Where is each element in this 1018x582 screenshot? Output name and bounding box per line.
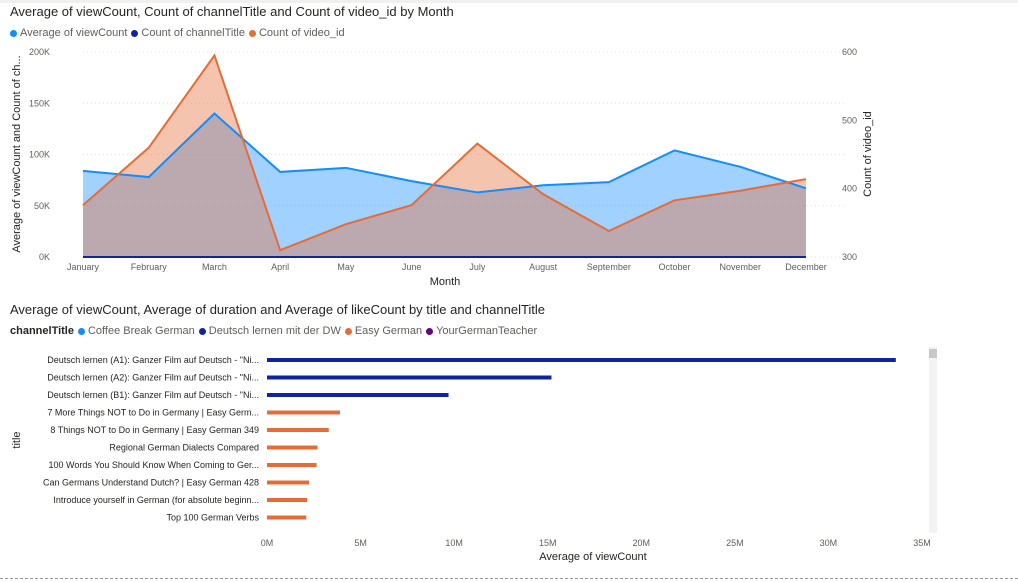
- top-divider: [0, 0, 1018, 3]
- legend-marker-icon: [10, 29, 17, 37]
- x-tick-label: December: [785, 262, 827, 272]
- bar-chart-legend-item-coffee-break-german[interactable]: Coffee Break German: [77, 325, 195, 337]
- legend-label: Coffee Break German: [87, 325, 195, 337]
- legend-marker-icon: [198, 327, 206, 335]
- x-tick-label: 35M: [913, 538, 931, 548]
- bar[interactable]: [267, 498, 308, 502]
- x-tick-label: 10M: [445, 538, 463, 548]
- legend-marker-icon: [426, 327, 434, 335]
- bar-chart-legend-item-deutsch-lernen-mit-der-dw[interactable]: Deutsch lernen mit der DW: [198, 325, 341, 337]
- x-tick-label: November: [720, 262, 762, 272]
- bar-chart-title: Average of viewCount, Average of duratio…: [10, 302, 546, 317]
- legend-label: Deutsch lernen mit der DW: [208, 325, 341, 337]
- y-tick-label: 200K: [29, 47, 50, 57]
- x-tick-label: 0M: [261, 538, 274, 548]
- x-tick-label: January: [67, 262, 100, 272]
- x-tick-label: October: [659, 262, 691, 272]
- x-tick-label: 15M: [539, 538, 557, 548]
- line-average-of-viewcount[interactable]: [82, 112, 807, 194]
- bar[interactable]: [267, 428, 329, 432]
- legend-marker-icon: [131, 29, 139, 37]
- bar[interactable]: [267, 445, 318, 450]
- y2-tick-label: 500: [842, 115, 857, 125]
- area-average-of-viewcount: [83, 113, 806, 257]
- bar-category-label: Introduce yourself in German (for absolu…: [53, 495, 259, 505]
- y-tick-label: 150K: [29, 98, 50, 108]
- x-tick-label: July: [469, 262, 486, 272]
- bar[interactable]: [267, 463, 317, 467]
- legend-label: Average of viewCount: [20, 27, 128, 39]
- y-tick-label: 50K: [34, 201, 50, 211]
- legend-marker-icon: [344, 327, 352, 335]
- bar-chart-scrollbar-thumb[interactable]: [929, 349, 937, 358]
- bar[interactable]: [267, 480, 310, 485]
- bar[interactable]: [267, 410, 340, 415]
- x-tick-label: May: [337, 262, 355, 272]
- bar[interactable]: [267, 393, 449, 397]
- line-chart-legend: Average of viewCount Count of channelTitl…: [10, 27, 349, 39]
- legend-label: Count of channelTitle: [141, 27, 245, 39]
- x-tick-label: 25M: [726, 538, 744, 548]
- bar-chart: Deutsch lernen (A1): Ganzer Film auf Deu…: [11, 355, 931, 563]
- legend-label: Easy German: [354, 325, 423, 337]
- area-count-of-video-id: [83, 55, 806, 257]
- bar-category-label: 7 More Things NOT to Do in Germany | Eas…: [47, 408, 259, 418]
- x-tick-label: June: [402, 262, 422, 272]
- y2-tick-label: 400: [842, 184, 857, 194]
- y-axis-title: title: [11, 431, 23, 448]
- x-tick-label: 20M: [633, 538, 651, 548]
- x-tick-label: 30M: [820, 538, 838, 548]
- bar[interactable]: [267, 515, 307, 520]
- bar-chart-scrollbar[interactable]: [929, 347, 937, 533]
- y2-tick-label: 300: [842, 252, 857, 262]
- bar-category-label: Top 100 German Verbs: [166, 513, 259, 523]
- x-tick-label: February: [131, 262, 168, 272]
- bar-chart-legend: channelTitle Coffee Break German Deutsch l…: [10, 325, 541, 337]
- bar-category-label: 100 Words You Should Know When Coming to…: [49, 460, 259, 470]
- y2-axis-title: Count of video_id: [862, 111, 874, 197]
- bar-category-label: Can Germans Understand Dutch? | Easy Ger…: [43, 478, 259, 488]
- legend-label: YourGermanTeacher: [436, 325, 538, 337]
- x-tick-label: April: [271, 262, 289, 272]
- bar-category-label: Deutsch lernen (A2): Ganzer Film auf Deu…: [47, 373, 259, 383]
- line-chart: 0K 50K 100K 150K 200K 300 400 500 600 January Febr…: [11, 47, 874, 288]
- bar[interactable]: [267, 375, 552, 380]
- bottom-divider: [0, 578, 1018, 579]
- bar[interactable]: [267, 358, 896, 362]
- line-chart-legend-item-count-of-video-id[interactable]: Count of video_id: [248, 27, 345, 39]
- legend-marker-icon: [77, 327, 85, 335]
- y-axis-title: Average of viewCount and Count of ch...: [11, 55, 23, 252]
- line-chart-legend-item-average-of-viewcount[interactable]: Average of viewCount: [10, 27, 127, 39]
- x-axis-title: Month: [430, 276, 461, 288]
- line-chart-legend-item-count-of-channeltitle[interactable]: Count of channelTitle: [131, 27, 245, 39]
- line-count-of-video-id[interactable]: [82, 53, 807, 252]
- line-chart-title: Average of viewCount, Count of channelTi…: [10, 4, 454, 19]
- legend-label: Count of video_id: [258, 27, 345, 39]
- legend-marker-icon: [248, 29, 256, 37]
- y-tick-label: 0K: [39, 252, 50, 262]
- bar-category-label: Regional German Dialects Compared: [109, 443, 259, 453]
- bar-chart-legend-item-yourgermanteacher[interactable]: YourGermanTeacher: [426, 325, 537, 337]
- bar-chart-legend-item-easy-german[interactable]: Easy German: [344, 325, 423, 337]
- bar-category-label: Deutsch lernen (B1): Ganzer Film auf Deu…: [47, 390, 259, 400]
- x-tick-label: 5M: [354, 538, 367, 548]
- y2-tick-label: 600: [842, 47, 857, 57]
- bar-category-label: 8 Things NOT to Do in Germany | Easy Ger…: [50, 425, 259, 435]
- x-tick-label: March: [202, 262, 227, 272]
- y-tick-label: 100K: [29, 150, 50, 160]
- x-tick-label: August: [529, 262, 558, 272]
- x-tick-label: September: [587, 262, 631, 272]
- bar-category-label: Deutsch lernen (A1): Ganzer Film auf Deu…: [47, 355, 259, 365]
- bar-chart-legend-title: channelTitle: [10, 325, 74, 337]
- x-axis-title: Average of viewCount: [539, 551, 646, 563]
